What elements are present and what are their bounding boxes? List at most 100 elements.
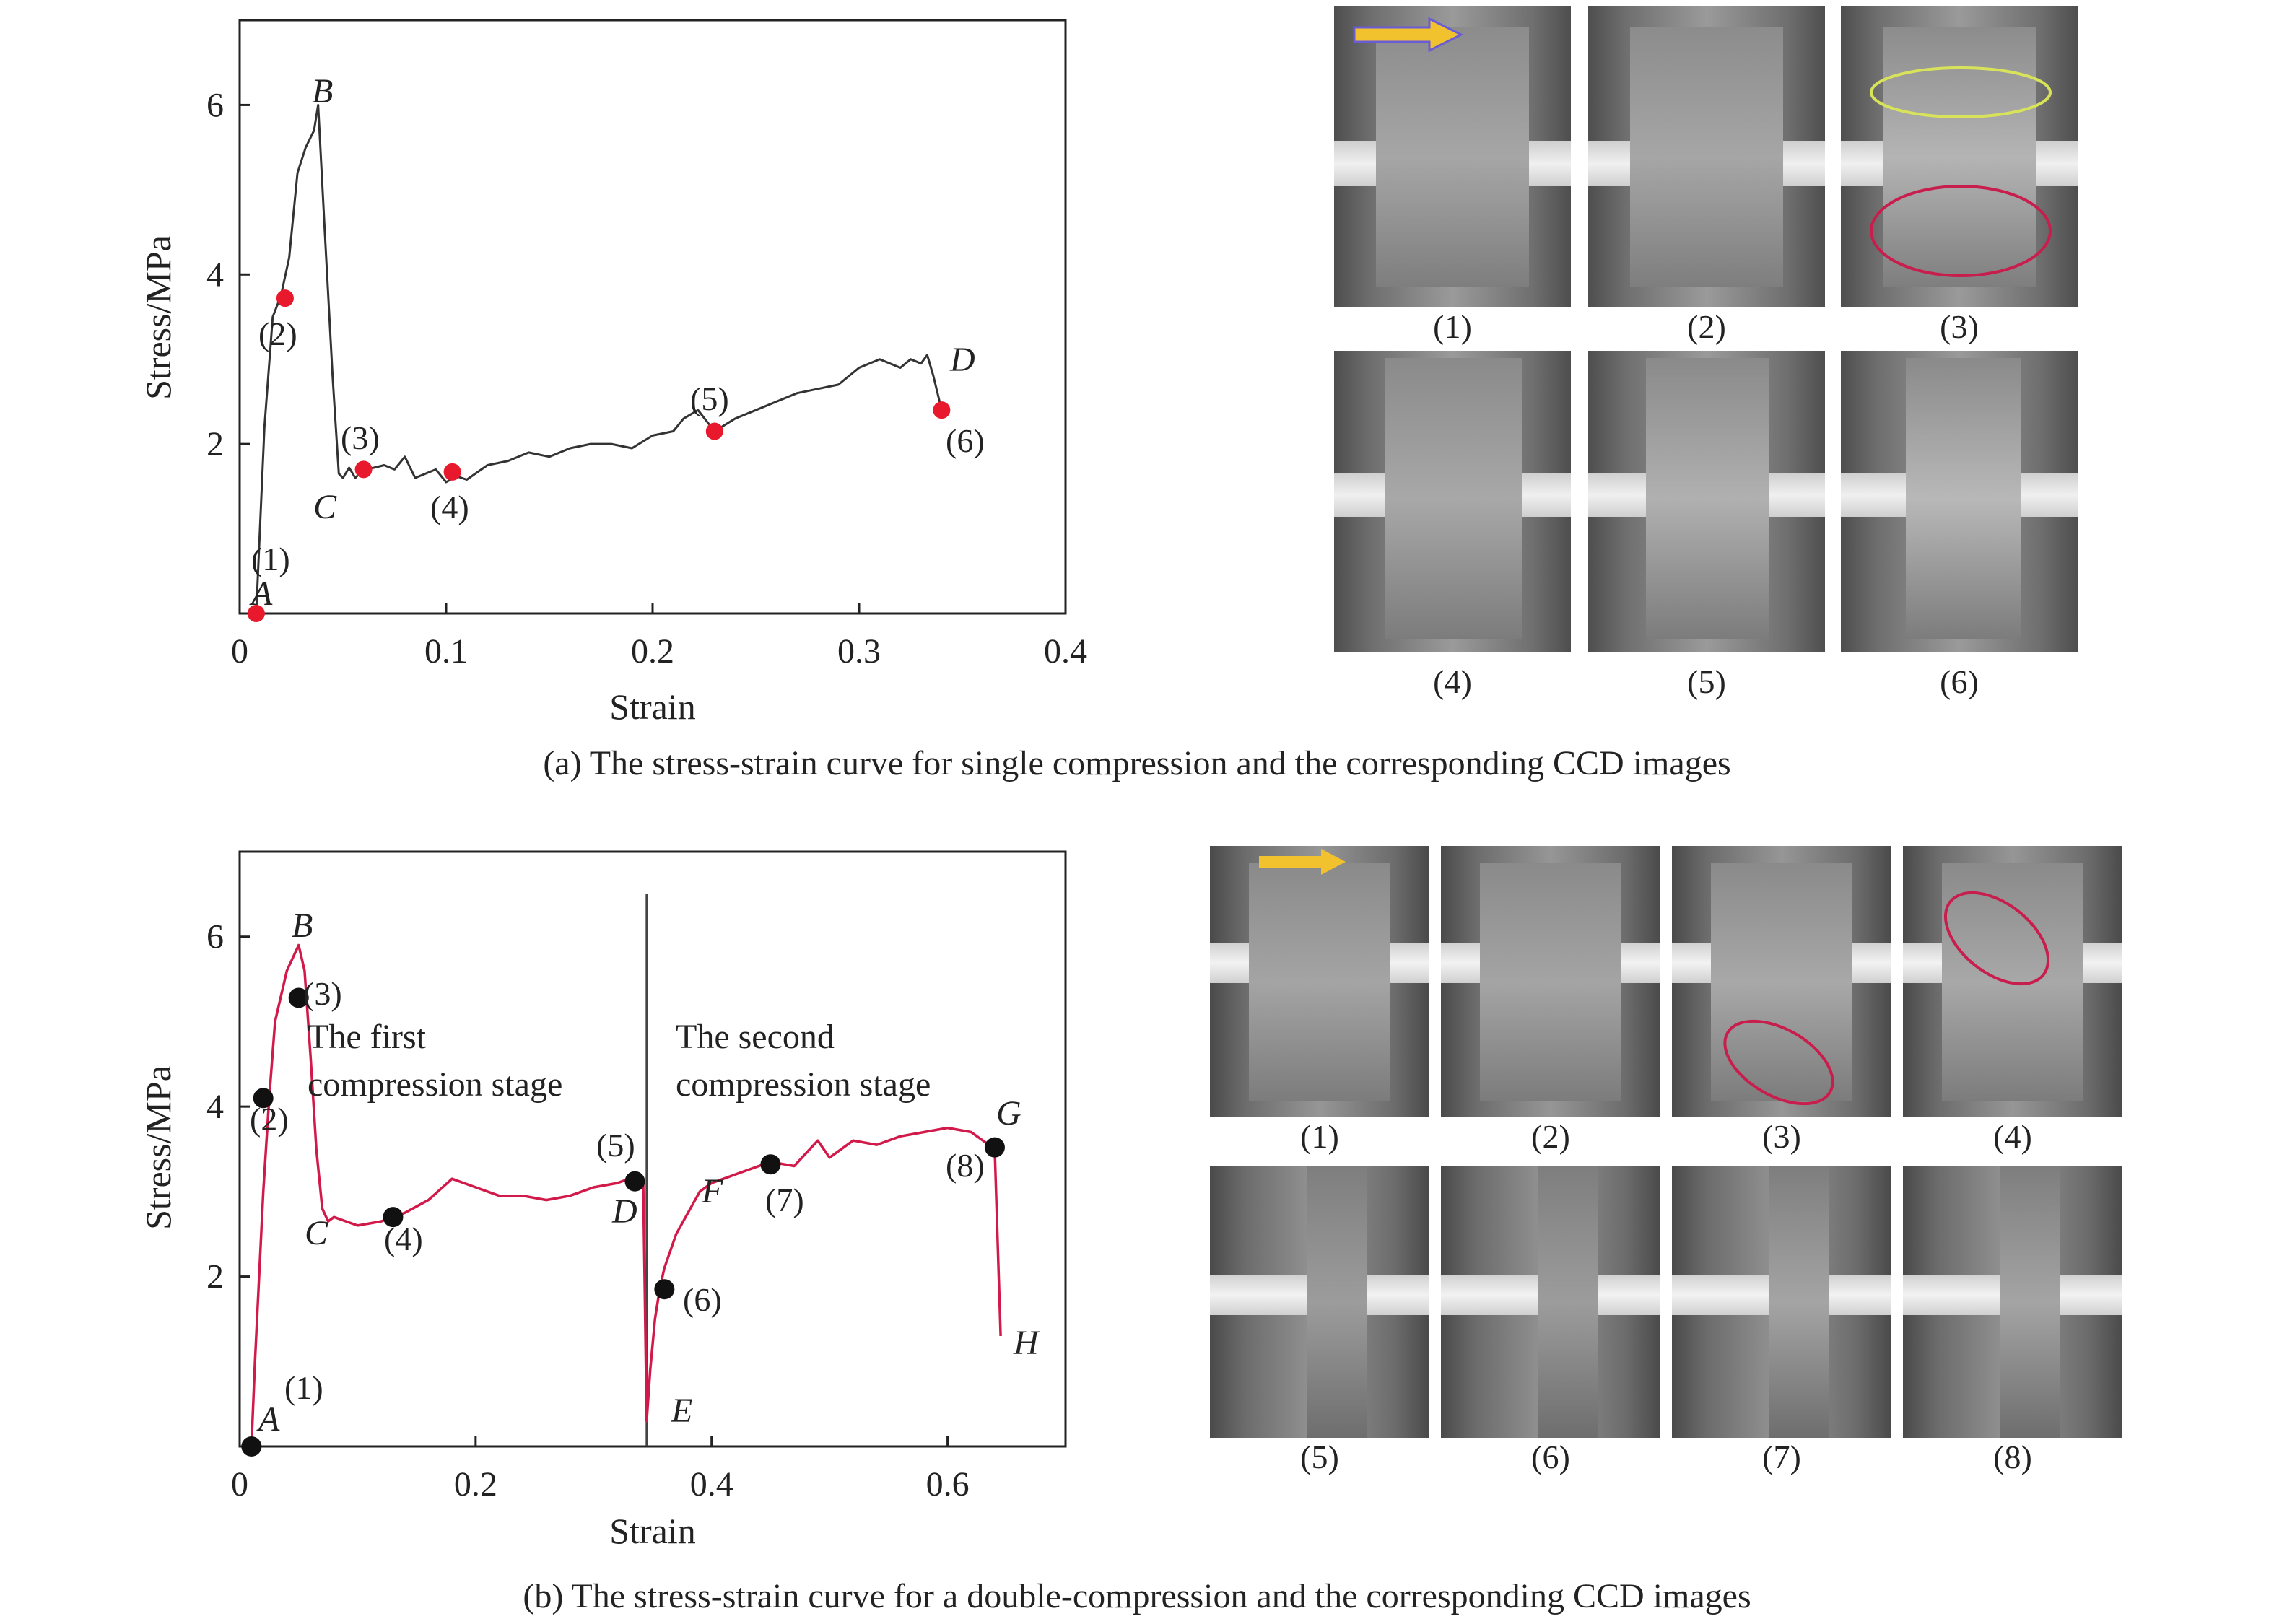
image-label: (6): [1940, 663, 1979, 700]
chart-b-annotations: A B C D E F G H: [256, 907, 1040, 1439]
x-tick-label: 0: [231, 632, 248, 671]
ccd-images-a: (1) (2) (3) (4) (5) (6): [1334, 6, 2078, 706]
x-tick-label: 0.6: [926, 1465, 970, 1503]
series-line: [250, 943, 1002, 1447]
data-point-marker: [933, 401, 951, 419]
chart-b-x-ticks: 0 0.2 0.4 0.6: [231, 1436, 970, 1503]
image-label: (1): [1300, 1118, 1339, 1155]
marker-label-6: (6): [683, 1281, 722, 1318]
ellipse-icon: [1723, 1019, 1834, 1106]
ccd-image: [1588, 6, 1825, 307]
chart-b: 0 0.2 0.4 0.6 2 4 6 The first compression sta…: [138, 850, 1067, 1551]
x-tick-label: 0.4: [690, 1465, 733, 1503]
image-label: (3): [1940, 308, 1979, 345]
stage-label-second-line1: The second: [676, 1018, 835, 1056]
ccd-image: [1334, 351, 1571, 652]
annotation-B: B: [312, 72, 333, 110]
annotation-G: G: [996, 1094, 1021, 1132]
image-label: (2): [1531, 1118, 1570, 1155]
ccd-image: [1210, 846, 1429, 1117]
ccd-image: [1841, 6, 2078, 307]
annotation-E: E: [671, 1392, 692, 1430]
chart-b-markers: [241, 987, 1005, 1457]
y-tick-label: 6: [206, 86, 224, 124]
y-axis-label-b: Stress/MPa: [138, 1065, 178, 1230]
plot-area-b: [238, 850, 1067, 1448]
x-tick-label: 0.3: [837, 632, 881, 671]
marker-label-1: (1): [284, 1369, 323, 1406]
caption-b: (b) The stress-strain curve for a double…: [523, 1577, 1751, 1615]
annotation-H: H: [1013, 1324, 1040, 1362]
data-point-marker: [760, 1154, 781, 1175]
annotation-A: A: [256, 1400, 280, 1439]
data-point-marker: [241, 1436, 262, 1457]
ellipse-icon: [1870, 66, 2052, 277]
annotation-F: F: [701, 1172, 723, 1210]
marker-label-3: (3): [341, 419, 380, 456]
image-label: (4): [1433, 663, 1472, 700]
chart-a-y-ticks: 2 4 6: [206, 86, 250, 463]
ccd-image: [1903, 846, 2122, 1117]
annotation-C: C: [313, 488, 337, 526]
marker-label-5: (5): [690, 380, 729, 417]
data-point-marker: [383, 1207, 404, 1228]
marker-label-7: (7): [765, 1182, 804, 1218]
marker-label-2: (2): [250, 1101, 289, 1138]
data-point-marker: [288, 987, 309, 1008]
plot-area-a: [238, 19, 1067, 615]
chart-a-annotations: A B C D: [249, 72, 975, 613]
ccd-images-b: (1) (2) (3) (4) (5) (6) (7) (8): [1210, 846, 2128, 1488]
stage-label-second-line2: compression stage: [676, 1065, 931, 1104]
data-point-marker: [705, 422, 723, 440]
chart-a-markers: [247, 289, 951, 622]
marker-label-5: (5): [596, 1127, 635, 1164]
chart-b-marker-labels: (1) (2) (3) (4) (5) (6) (7) (8): [250, 975, 985, 1406]
image-label: (3): [1762, 1118, 1801, 1155]
chart-b-series: [250, 943, 1002, 1447]
data-point-marker: [984, 1137, 1005, 1158]
annotation-D: D: [611, 1192, 637, 1231]
image-label: (2): [1687, 308, 1726, 345]
ccd-image: [1441, 1166, 1660, 1438]
image-label: (5): [1687, 663, 1726, 700]
ccd-image: [1210, 1166, 1429, 1438]
x-tick-label: 0.2: [454, 1465, 497, 1503]
stage-label-first-line1: The first: [308, 1018, 427, 1056]
image-label: (7): [1762, 1439, 1801, 1475]
chart-b-axes: [238, 850, 1067, 1448]
chart-a-x-ticks: 0 0.1 0.2 0.3 0.4: [231, 603, 1087, 671]
x-tick-label: 0.1: [424, 632, 468, 671]
chart-a-marker-labels: (1) (2) (3) (4) (5) (6): [251, 315, 985, 577]
annotation-B: B: [292, 907, 313, 945]
marker-label-4: (4): [430, 489, 469, 525]
image-label: (1): [1433, 308, 1472, 345]
stage-label-first-line2: compression stage: [308, 1065, 562, 1104]
x-axis-label-a: Strain: [609, 686, 695, 727]
marker-label-1: (1): [251, 541, 290, 577]
marker-label-4: (4): [384, 1221, 423, 1257]
image-label: (5): [1300, 1439, 1339, 1475]
series-line: [255, 103, 943, 614]
chart-b-stage-labels: The first compression stage The second c…: [308, 1018, 931, 1104]
x-axis-label-b: Strain: [609, 1511, 695, 1551]
x-tick-label: 0: [231, 1465, 248, 1503]
x-tick-label: 0.4: [1044, 632, 1087, 671]
y-tick-label: 4: [206, 256, 224, 294]
y-tick-label: 6: [206, 918, 224, 956]
image-label: (6): [1531, 1439, 1570, 1475]
arrow-icon: [1353, 17, 1464, 53]
image-label: (8): [1993, 1439, 2032, 1475]
x-tick-label: 0.2: [631, 632, 674, 671]
y-axis-label-a: Stress/MPa: [138, 235, 178, 400]
y-tick-label: 2: [206, 425, 224, 463]
y-tick-label: 4: [206, 1088, 224, 1126]
data-point-marker: [247, 605, 265, 622]
ccd-image: [1672, 846, 1891, 1117]
chart-a-axes: [238, 19, 1067, 615]
data-point-marker: [276, 289, 294, 307]
caption-a: (a) The stress-strain curve for single c…: [543, 744, 1731, 782]
marker-label-2: (2): [258, 315, 297, 352]
data-point-marker: [654, 1279, 675, 1300]
annotation-A: A: [249, 575, 273, 613]
ccd-image: [1441, 846, 1660, 1117]
